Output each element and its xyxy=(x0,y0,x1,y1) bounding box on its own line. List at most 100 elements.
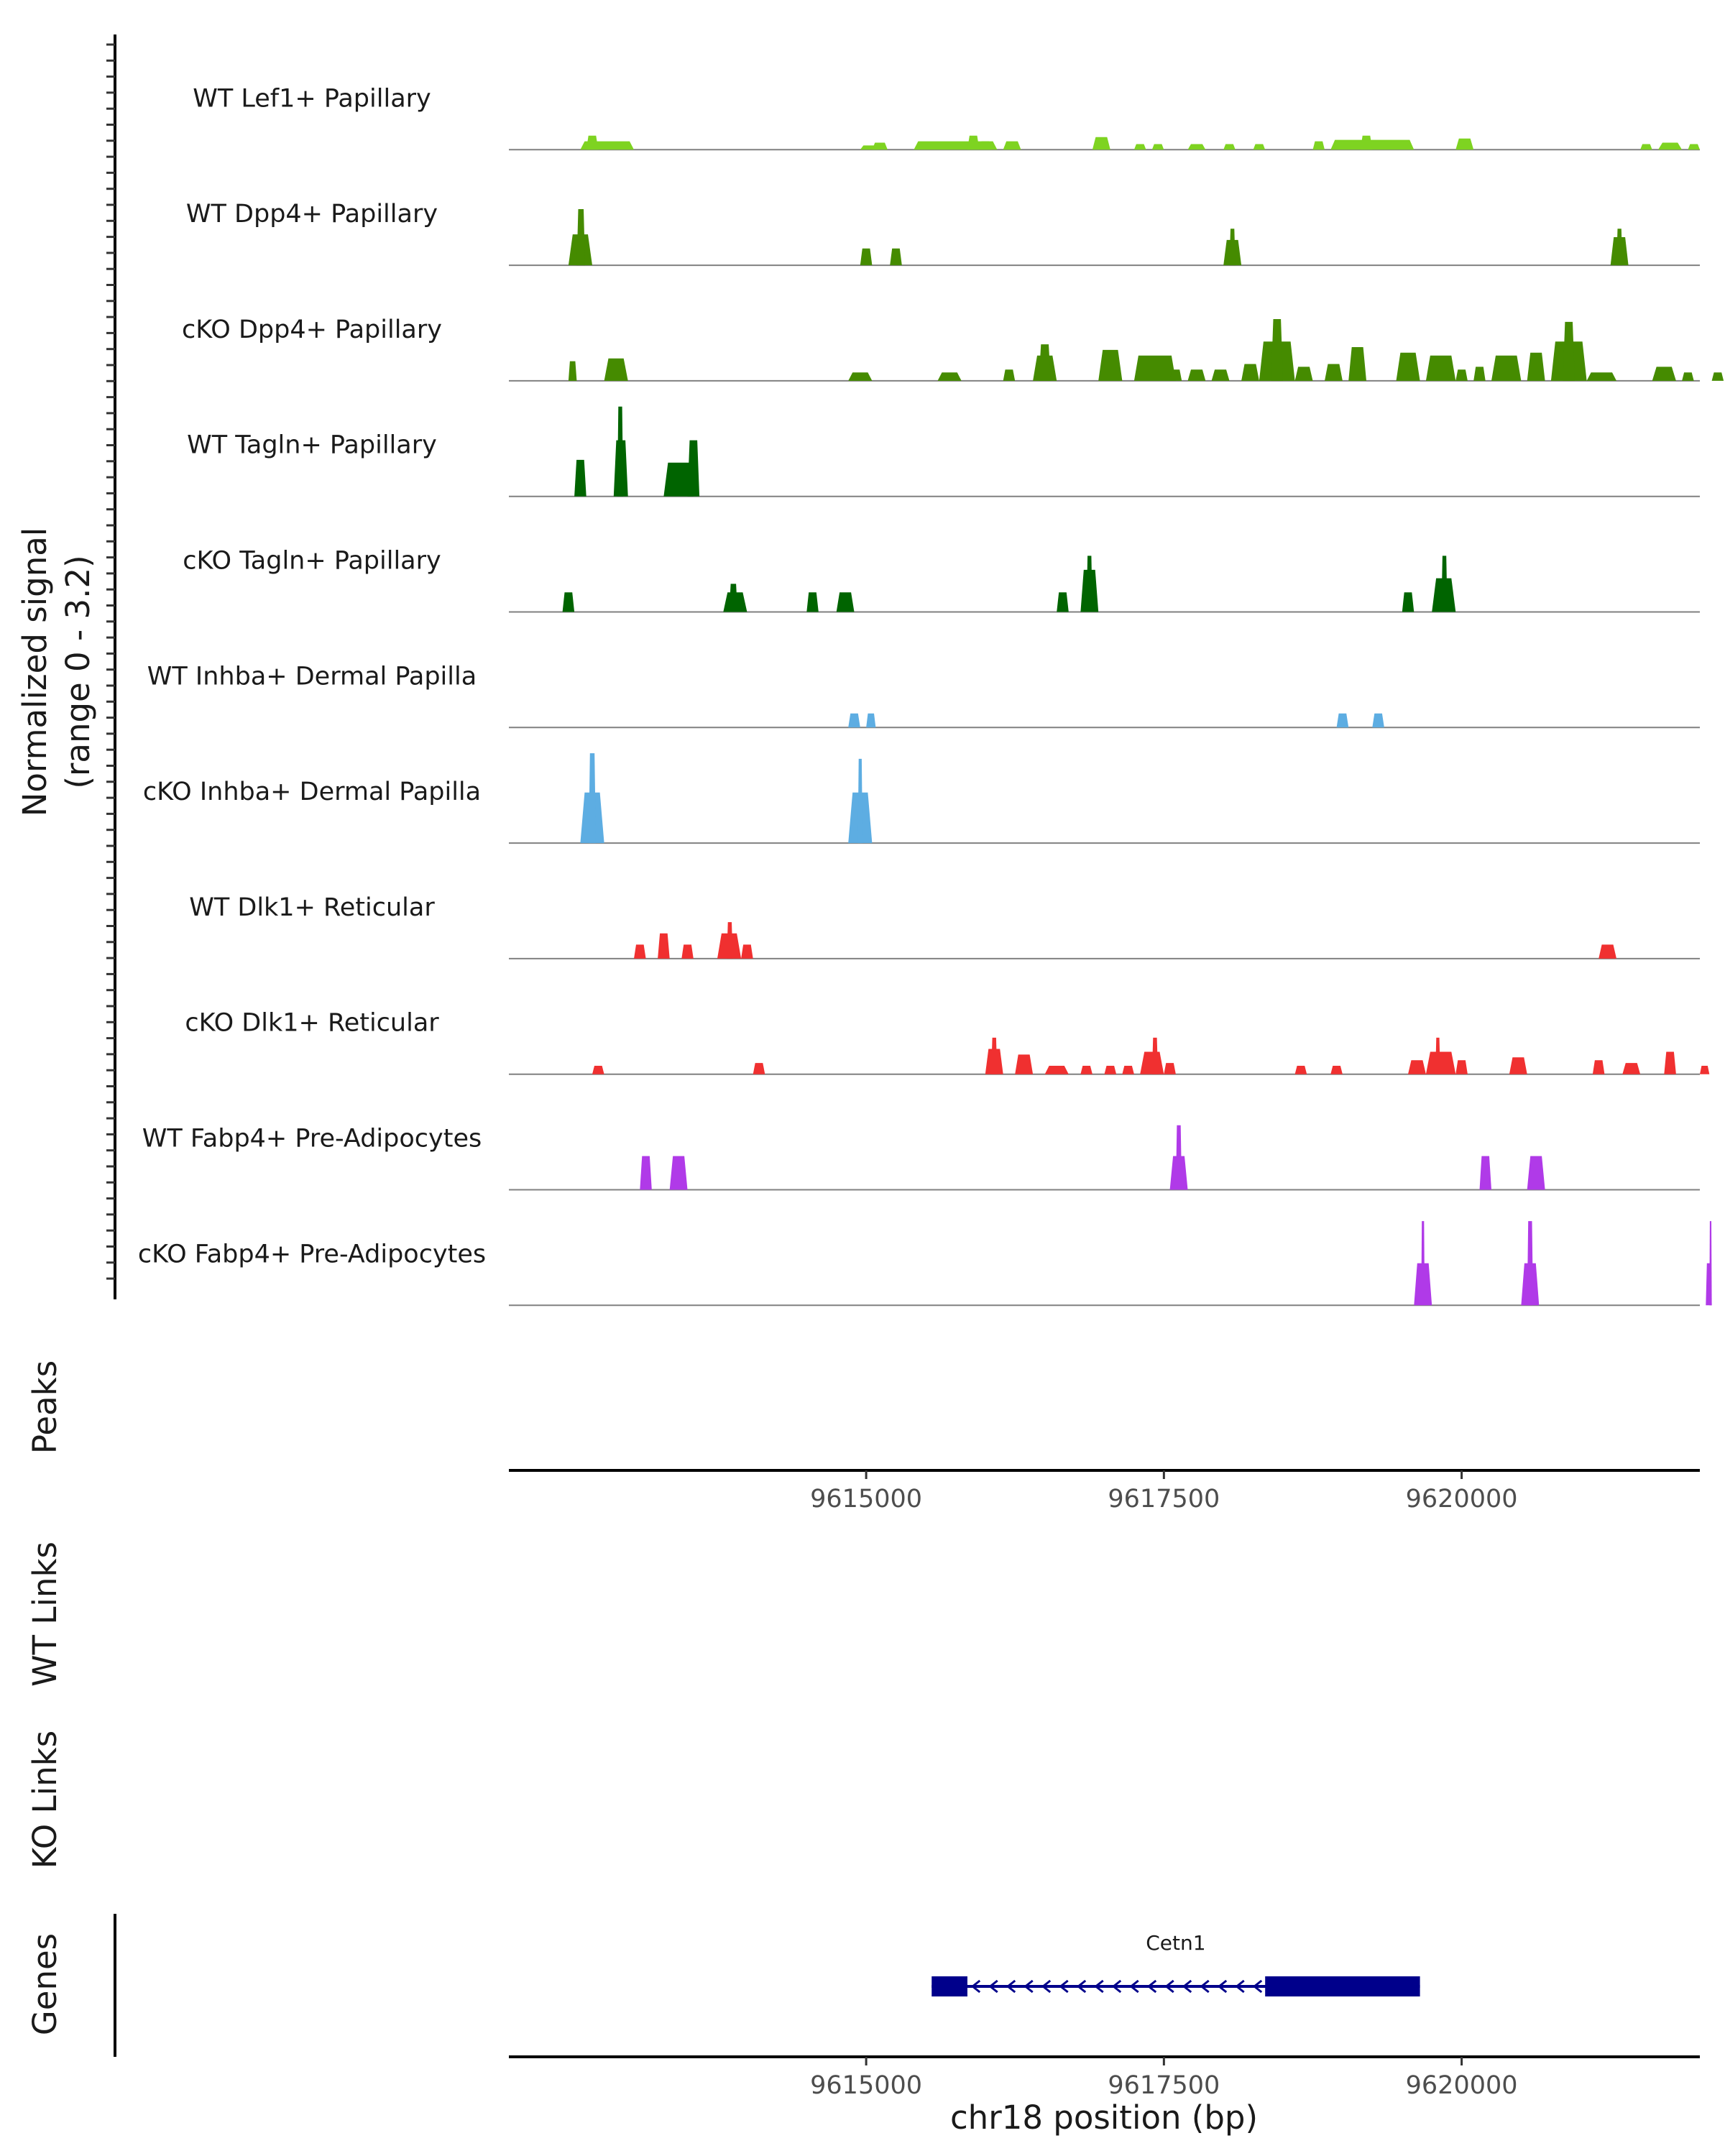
strand-arrow xyxy=(1146,1979,1157,1994)
signal-peak xyxy=(1057,592,1069,612)
signal-y-ticks xyxy=(106,43,115,1280)
x-axis-label: chr18 position (bp) xyxy=(950,2099,1258,2137)
signal-peak xyxy=(1003,369,1016,381)
signal-peak xyxy=(753,1063,765,1074)
signal-peak xyxy=(1455,369,1468,381)
signal-peak xyxy=(1402,592,1414,612)
signal-peak xyxy=(1140,1051,1164,1074)
signal-peak xyxy=(1509,1057,1527,1074)
wt-links-panel-title: WT Links xyxy=(26,1542,64,1687)
signal-peak xyxy=(1709,1221,1712,1306)
genes-panel-title: Genes xyxy=(26,1933,64,2035)
signal-peak xyxy=(1092,137,1110,150)
track-label: cKO Fabp4+ Pre-Adipocytes xyxy=(138,1240,486,1268)
signal-peak xyxy=(860,248,873,266)
signal-peak xyxy=(741,944,753,959)
signal-peak xyxy=(1682,372,1694,381)
strand-arrow xyxy=(1200,1979,1210,1994)
signal-peak xyxy=(866,713,876,728)
signal-peak xyxy=(1711,372,1724,381)
strand-arrow xyxy=(1076,1979,1087,1994)
track-label: cKO Inhba+ Dermal Papilla xyxy=(143,778,481,806)
signal-peak xyxy=(979,141,992,150)
signal-peak xyxy=(1652,367,1676,381)
signal-peak xyxy=(586,135,599,150)
ko-links-panel-title: KO Links xyxy=(26,1731,64,1869)
signal-peak xyxy=(1527,1221,1533,1306)
strand-arrow xyxy=(1024,1979,1034,1994)
signal-peak xyxy=(1211,369,1230,381)
track-5: WT Inhba+ Dermal Papilla xyxy=(147,662,1700,729)
signal-peak xyxy=(1658,142,1683,150)
track-label: cKO Dlk1+ Reticular xyxy=(185,1009,439,1038)
strand-arrow xyxy=(1164,1979,1174,1994)
strand-arrow xyxy=(970,1979,981,1994)
signal-peak xyxy=(1396,352,1420,381)
genes-x-tick-label: 9620000 xyxy=(1406,2071,1518,2100)
signal-peak xyxy=(1425,1051,1456,1074)
signal-peak xyxy=(1187,144,1206,150)
signal-peak xyxy=(1312,141,1325,150)
signal-peak xyxy=(663,462,694,497)
signal-ylabel-line1: Normalized signal xyxy=(16,528,54,817)
signal-peak xyxy=(1330,139,1414,150)
signal-peak xyxy=(1563,321,1575,381)
signal-peak xyxy=(1253,144,1266,150)
signal-peak xyxy=(1294,367,1313,381)
track-label: cKO Tagln+ Papillary xyxy=(183,547,441,576)
signal-peak xyxy=(836,592,855,612)
signal-peak xyxy=(1616,229,1623,266)
signal-peak xyxy=(1479,1156,1491,1190)
signal-peak xyxy=(1133,144,1146,150)
strand-arrow xyxy=(1235,1979,1245,1994)
signal-peak xyxy=(1360,135,1373,150)
peaks-x-tick-label: 9620000 xyxy=(1406,1485,1518,1514)
track-label: WT Fabp4+ Pre-Adipocytes xyxy=(142,1125,482,1153)
track-label: WT Dlk1+ Reticular xyxy=(189,893,435,922)
signal-peak xyxy=(1586,372,1616,381)
peaks-x-tick-label: 9617500 xyxy=(1108,1485,1220,1514)
signal-peak xyxy=(604,358,628,381)
peaks-x-tick-label: 9615000 xyxy=(810,1485,922,1514)
signal-peak xyxy=(634,944,646,959)
signal-peak xyxy=(1664,1051,1676,1074)
track-2: cKO Dpp4+ Papillary xyxy=(182,315,1724,382)
signal-peak xyxy=(1622,1063,1641,1074)
signal-peak xyxy=(1271,319,1283,381)
signal-peak xyxy=(729,584,738,612)
signal-peak xyxy=(1348,347,1366,381)
signal-peak xyxy=(1098,349,1123,381)
track-label: WT Inhba+ Dermal Papilla xyxy=(147,662,477,691)
strand-arrow xyxy=(1041,1979,1052,1994)
signal-peak xyxy=(857,758,863,844)
signal-peak xyxy=(1592,1060,1605,1074)
signal-peak xyxy=(669,1156,688,1190)
peaks-x-ticks: 9615000 9617500 9620000 xyxy=(810,1470,1518,1514)
track-label: WT Lef1+ Papillary xyxy=(193,84,431,113)
peaks-panel-title: Peaks xyxy=(26,1360,64,1454)
signal-peak xyxy=(1640,144,1652,150)
signal-peak xyxy=(562,592,575,612)
signal-peak xyxy=(1104,1066,1117,1074)
signal-tracks: WT Lef1+ Papillary WT Dpp4+ Papillary cKO … xyxy=(138,84,1724,1307)
signal-peak xyxy=(1086,556,1092,612)
signal-peak xyxy=(1169,369,1182,381)
track-label: WT Dpp4+ Papillary xyxy=(186,200,438,229)
track-6: cKO Inhba+ Dermal Papilla xyxy=(143,753,1700,844)
signal-peak xyxy=(1151,1037,1159,1074)
signal-peak xyxy=(1044,1066,1069,1074)
signal-peak xyxy=(806,592,819,612)
signal-peak xyxy=(1015,1054,1034,1074)
signal-peak xyxy=(872,142,888,150)
signal-peak xyxy=(1421,1221,1425,1306)
signal-peak xyxy=(890,248,902,266)
signal-peak xyxy=(1408,1060,1426,1074)
strand-arrow xyxy=(988,1979,998,1994)
signal-peak xyxy=(1473,367,1486,381)
gene-exon xyxy=(1265,1976,1420,1996)
strand-arrow xyxy=(1182,1979,1192,1994)
signal-peak xyxy=(1241,364,1259,381)
gene-model: Cetn1 xyxy=(932,1931,1420,1996)
signal-peak xyxy=(1425,355,1456,381)
